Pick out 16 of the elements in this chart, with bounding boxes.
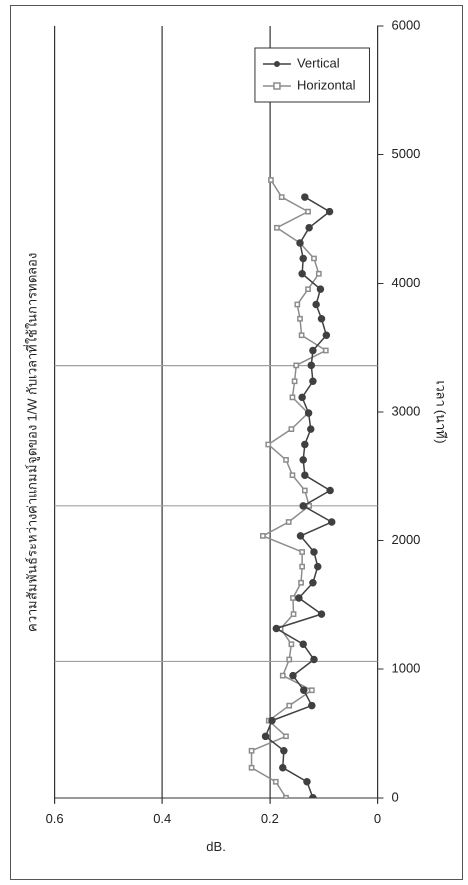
x-tick-label: 0.2 (260, 811, 279, 826)
y-tick-label: 1000 (391, 660, 420, 676)
y-axis-title: เวลา (นาที) (434, 380, 449, 444)
legend-label: Horizontal (296, 78, 356, 93)
x-tick-label: 0.4 (153, 811, 172, 826)
y-tick-label: 4000 (391, 274, 420, 290)
y-tick-label: 3000 (391, 403, 420, 418)
y-tick-label: 5000 (391, 146, 420, 162)
text: ความสัมพันธ์ระหว่างค่าแกมม์จูดของ 1/W กับเวลาที่ใช้ในการทดลอง (23, 252, 40, 632)
legend-label: Vertical (296, 56, 340, 71)
x-axis-title: dB. (206, 838, 226, 854)
y-tick-label: 6000 (391, 18, 420, 33)
x-tick-label: 0 (374, 811, 382, 826)
y-tick-label: 2000 (391, 532, 420, 548)
y-tick-label: 0 (391, 789, 399, 804)
x-tick-label: 0.6 (46, 811, 64, 826)
